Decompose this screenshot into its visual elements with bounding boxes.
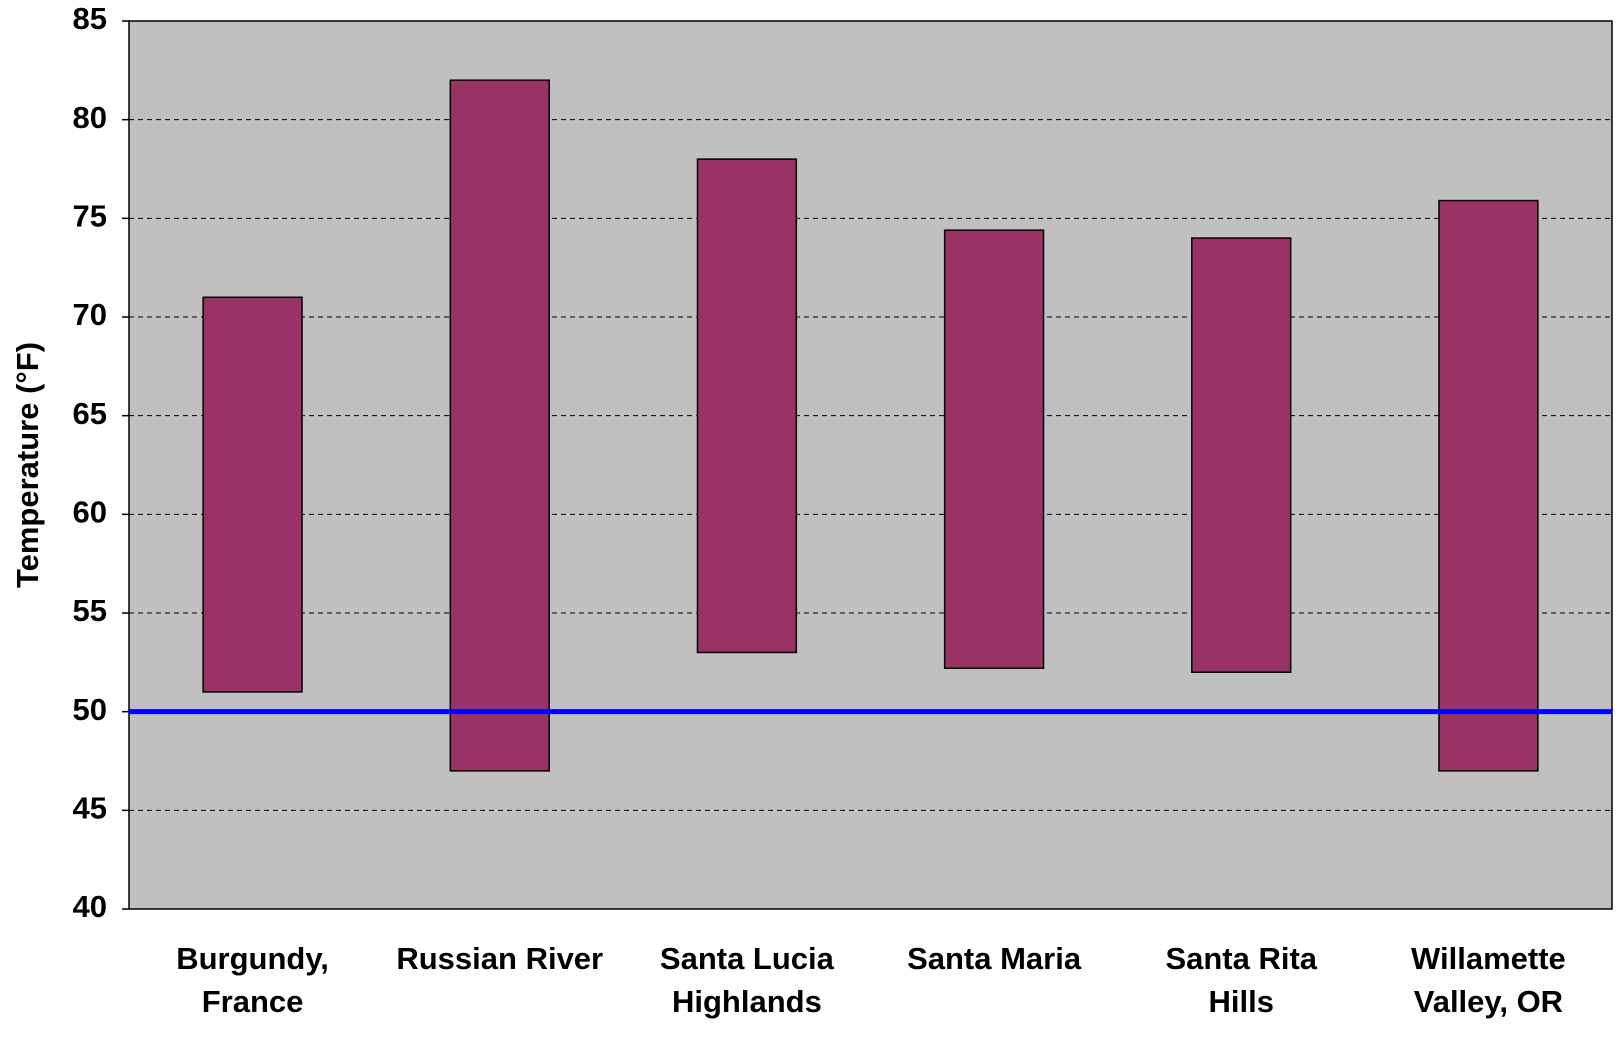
- y-tick-label: 70: [73, 297, 107, 332]
- y-tick-label: 45: [73, 791, 107, 826]
- x-tick-label: Hills: [1209, 984, 1274, 1019]
- x-tick-label: Burgundy,: [176, 941, 329, 976]
- x-tick-label: Russian River: [396, 941, 603, 976]
- bar: [696, 158, 798, 654]
- x-tick-label: Highlands: [672, 984, 822, 1019]
- y-tick-label: 85: [73, 1, 107, 36]
- y-tick-label: 55: [73, 593, 107, 628]
- x-tick-label: Santa Lucia: [660, 941, 835, 976]
- y-tick-label: 75: [73, 199, 107, 234]
- y-axis-label: Temperature (°F): [10, 342, 45, 588]
- bar: [202, 296, 303, 693]
- x-tick-label: Santa Maria: [907, 941, 1082, 976]
- x-tick-label: Valley, OR: [1414, 984, 1563, 1019]
- y-tick-label: 40: [73, 889, 107, 924]
- plot-area: [128, 20, 1613, 910]
- bar: [1438, 199, 1539, 772]
- x-tick-label: Santa Rita: [1165, 941, 1317, 976]
- y-tick-label: 80: [73, 100, 107, 135]
- y-tick-label: 60: [73, 495, 107, 530]
- bar: [449, 79, 550, 772]
- y-tick-label: 50: [73, 692, 107, 727]
- x-tick-label: Willamette: [1411, 941, 1566, 976]
- bar: [943, 229, 1045, 670]
- y-tick-label: 65: [73, 396, 107, 431]
- x-tick-label: France: [202, 984, 304, 1019]
- bar: [1191, 237, 1292, 673]
